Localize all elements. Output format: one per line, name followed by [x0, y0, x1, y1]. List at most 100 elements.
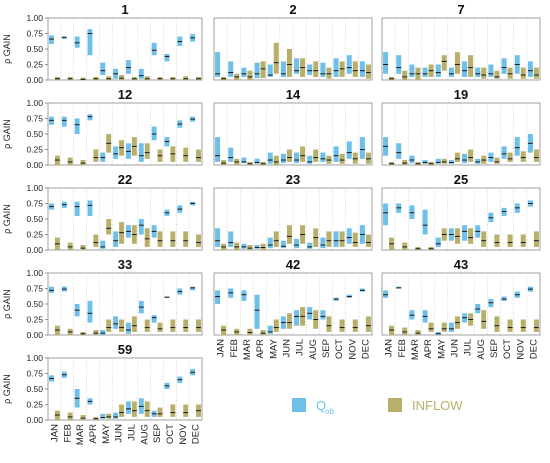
qob-box	[126, 401, 131, 414]
inflow-box	[415, 330, 421, 335]
month-label: JUL	[295, 339, 306, 356]
month-label: NOV	[515, 338, 526, 359]
qob-box	[383, 203, 389, 226]
inflow-box	[507, 152, 513, 162]
panel-title: 42	[286, 257, 300, 272]
inflow-box	[183, 319, 189, 332]
month-label: MAY	[436, 338, 447, 359]
inflow-box	[494, 157, 500, 164]
inflow-box	[144, 143, 150, 159]
inflow-box	[247, 328, 253, 335]
qob-box	[294, 238, 300, 249]
qob-box	[488, 64, 494, 77]
inflow-box	[494, 70, 500, 79]
inflow-box	[273, 231, 279, 247]
qob-box	[164, 53, 170, 62]
qob-box	[138, 143, 144, 162]
y-tick-label: 0.25	[26, 315, 43, 325]
qob-box	[267, 152, 273, 164]
qob-box	[254, 158, 260, 164]
inflow-box	[131, 401, 137, 417]
y-tick-label: 0.00	[26, 245, 43, 255]
qob-box	[267, 325, 273, 334]
month-label: MAY	[268, 338, 279, 359]
inflow-box	[402, 327, 408, 335]
panel-title: 25	[454, 172, 468, 187]
qob-box	[126, 60, 131, 74]
inflow-box	[221, 160, 227, 165]
qob-box	[254, 294, 260, 329]
month-label: FEB	[397, 339, 408, 357]
y-tick-label: 0.25	[26, 60, 43, 70]
qob-box	[346, 55, 352, 74]
inflow-box	[352, 232, 358, 247]
panel-title: 22	[118, 172, 132, 187]
inflow-box	[326, 67, 332, 79]
y-tick-label: 0.00	[26, 160, 43, 170]
qob-box	[320, 310, 326, 320]
qob-box	[61, 36, 67, 40]
inflow-box	[441, 158, 447, 164]
qob-box	[113, 412, 119, 419]
inflow-box	[247, 245, 253, 250]
inflow-box	[260, 61, 266, 79]
inflow-box	[67, 412, 73, 420]
qob-box	[49, 35, 54, 45]
inflow-box	[481, 231, 487, 247]
y-tick-label: 0.75	[26, 29, 43, 39]
qob-box	[448, 322, 454, 332]
qob-box	[294, 58, 300, 74]
inflow-box	[468, 149, 474, 162]
qob-box	[422, 67, 428, 77]
qob-box	[241, 67, 247, 77]
inflow-box	[170, 404, 176, 417]
inflow-box	[93, 234, 99, 247]
qob-box	[280, 240, 286, 249]
month-label: FEB	[62, 424, 73, 442]
month-label: NOV	[347, 338, 358, 359]
inflow-box	[234, 242, 240, 250]
panel-title: 19	[454, 87, 468, 102]
inflow-box	[454, 52, 460, 74]
inflow-box	[520, 319, 526, 332]
inflow-box	[260, 243, 266, 250]
y-tick-label: 1.00	[26, 353, 43, 363]
qob-box	[254, 245, 260, 249]
inflow-box	[520, 67, 526, 79]
qob-box	[448, 160, 454, 164]
inflow-box	[352, 319, 358, 332]
qob-box	[190, 286, 196, 291]
qob-box	[126, 322, 131, 334]
y-tick-label: 0.00	[26, 415, 43, 425]
qob-box	[409, 64, 415, 77]
y-axis-label: ρ GAIN	[2, 289, 12, 319]
month-label: APR	[255, 339, 266, 359]
inflow-box	[454, 152, 460, 162]
month-label: MAR	[75, 424, 86, 445]
inflow-box	[144, 76, 150, 80]
inflow-box	[80, 160, 86, 165]
y-axis-label: ρ GAIN	[2, 34, 12, 64]
qob-box	[396, 143, 402, 159]
inflow-box	[339, 153, 345, 164]
qob-box	[61, 116, 67, 127]
inflow-box	[533, 149, 539, 162]
inflow-box	[196, 149, 201, 162]
month-label: SEP	[152, 424, 163, 443]
inflow-box	[286, 49, 292, 77]
inflow-box	[67, 242, 73, 250]
panel-title: 59	[118, 342, 132, 357]
inflow-box	[144, 319, 150, 332]
inflow-box	[481, 67, 487, 79]
qob-box	[100, 240, 106, 249]
inflow-box	[507, 234, 513, 247]
qob-box	[422, 209, 428, 235]
qob-box	[267, 237, 273, 249]
qob-box	[87, 200, 93, 216]
qob-box	[215, 52, 221, 77]
qob-box	[462, 61, 468, 77]
inflow-box	[106, 76, 112, 80]
qob-box	[294, 310, 300, 326]
